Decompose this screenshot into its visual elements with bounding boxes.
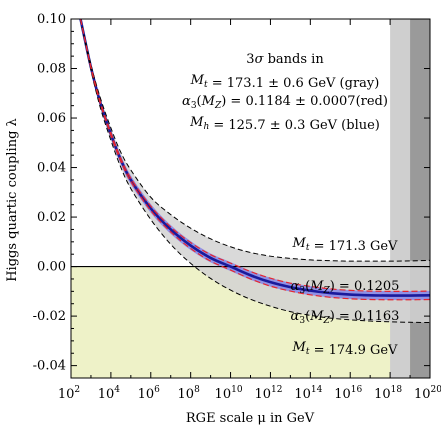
y-tick-label: 0.06 — [37, 111, 66, 126]
legend-line: α3(MZ) = 0.1205 — [291, 279, 400, 296]
mh-blue-band — [80, 19, 430, 301]
legend: 3σ bands in Mt = 173.1 ± 0.6 GeV (gray) α3… — [182, 52, 388, 133]
y-tick-label: 0.00 — [37, 260, 66, 275]
y-tick-label: -0.02 — [33, 309, 66, 324]
x-tick-label: 108 — [178, 385, 201, 402]
planck-band-dark — [410, 19, 430, 378]
legend-line: α3(MZ) = 0.1184 ± 0.0007(red) — [182, 94, 388, 111]
x-tick-label: 104 — [98, 385, 121, 402]
legend-line: Mt = 174.9 GeV — [292, 340, 399, 358]
series-alpha-low — [79, 19, 430, 301]
planck-band-light — [390, 19, 411, 378]
y-axis-label: Higgs quartic coupling λ — [5, 118, 20, 282]
series-mt-high — [80, 19, 430, 324]
x-tick-label: 106 — [138, 385, 161, 402]
y-tick-label: 0.04 — [37, 161, 66, 176]
series-mt-low — [80, 19, 430, 262]
x-tick-label: 1018 — [374, 385, 402, 402]
y-tick-label: 0.08 — [37, 62, 66, 77]
legend-line: 3σ bands in — [246, 52, 324, 67]
series-alpha-high — [79, 19, 430, 292]
x-tick-label: 1016 — [334, 385, 362, 402]
legend-line: Mh = 125.7 ± 0.3 GeV (blue) — [189, 115, 380, 133]
x-tick-label: 1014 — [294, 385, 322, 402]
x-tick-label: 102 — [58, 385, 80, 402]
x-tick-label: 1012 — [254, 385, 282, 402]
legend-line: α3(MZ) = 0.1163 — [291, 309, 400, 326]
y-tick-label: -0.04 — [33, 359, 66, 374]
x-axis-label: RGE scale μ in GeV — [186, 411, 315, 426]
y-tick-label: 0.10 — [37, 12, 66, 27]
x-tick-label: 1020 — [414, 385, 441, 402]
x-tick-label: 1010 — [215, 385, 243, 402]
legend-line: Mt = 173.1 ± 0.6 GeV (gray) — [190, 73, 380, 91]
curve-labels: Mt = 171.3 GeV α3(MZ) = 0.1205 α3(MZ) = 0.… — [291, 236, 400, 358]
y-tick-label: 0.02 — [37, 210, 66, 225]
legend-line: Mt = 171.3 GeV — [292, 236, 399, 254]
